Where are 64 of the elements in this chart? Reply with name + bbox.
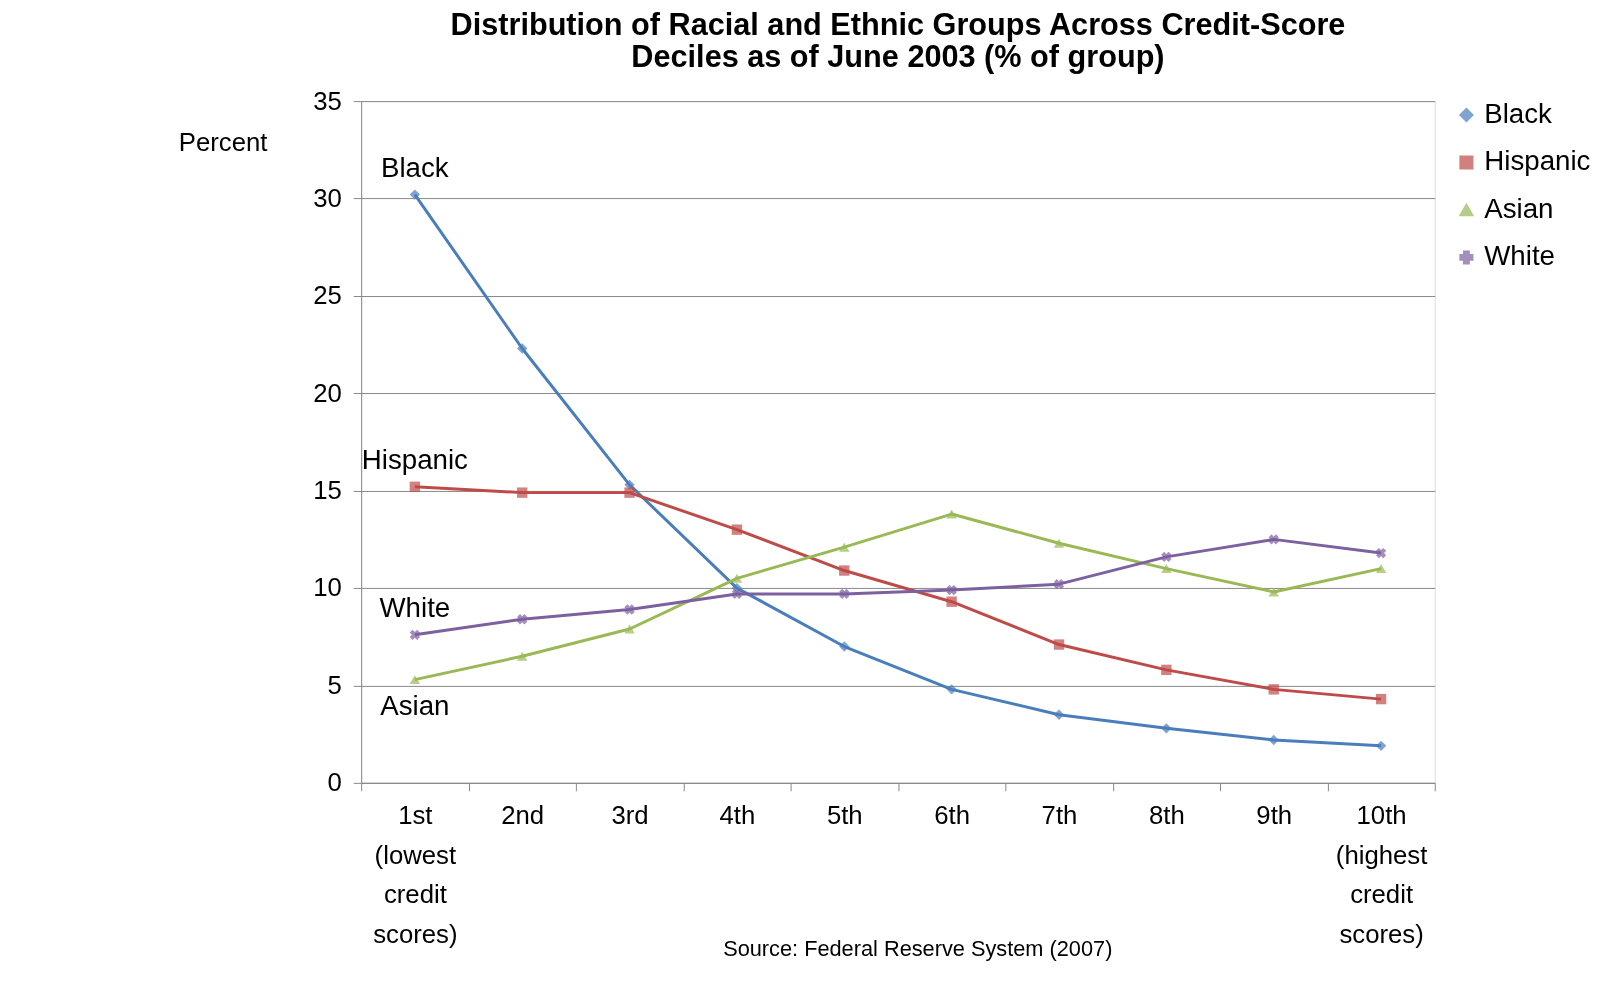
legend-label: Black xyxy=(1484,97,1553,129)
legend-label: Asian xyxy=(1484,192,1554,224)
point xyxy=(409,481,421,492)
point xyxy=(1268,684,1279,695)
point xyxy=(946,596,957,607)
point xyxy=(946,684,957,695)
point xyxy=(1053,579,1065,590)
point xyxy=(624,604,635,615)
legend-label: White xyxy=(1484,240,1556,272)
legend-label: Hispanic xyxy=(1484,145,1591,177)
point xyxy=(946,509,957,519)
x-tick-label: 1st (lowest credit scores) xyxy=(373,800,458,948)
annotation: Hispanic xyxy=(361,443,469,475)
point xyxy=(946,584,957,596)
point xyxy=(517,487,528,498)
y-tick-label: 15 xyxy=(313,476,342,505)
x-tick-label: 5th xyxy=(826,800,863,829)
point xyxy=(1268,534,1279,545)
x-tick-label: 4th xyxy=(719,800,756,829)
annotation: Asian xyxy=(380,690,450,722)
x-tick-label: 10th (highest credit scores) xyxy=(1335,800,1428,948)
y-tick-label: 30 xyxy=(313,183,342,212)
point xyxy=(731,588,743,600)
x-tick-label: 8th xyxy=(1148,800,1185,829)
point xyxy=(409,189,421,200)
point xyxy=(839,542,850,552)
point xyxy=(1375,547,1387,559)
y-axis-title: Percent xyxy=(178,128,268,157)
y-tick-label: 10 xyxy=(313,573,342,602)
point xyxy=(409,629,420,640)
point xyxy=(1161,551,1172,563)
annotation: Black xyxy=(380,151,449,183)
point xyxy=(1268,734,1279,746)
point xyxy=(517,651,528,661)
x-tick-label: 9th xyxy=(1256,800,1293,829)
source-note: Source: Federal Reserve System (2007) xyxy=(723,936,1113,962)
point xyxy=(517,614,528,625)
point xyxy=(409,675,421,685)
x-tick-label: 6th xyxy=(934,800,971,829)
y-tick-label: 25 xyxy=(313,281,342,310)
point xyxy=(1161,664,1172,676)
x-tick-label: 3rd xyxy=(611,800,649,829)
text: Distribution of Racial and Ethnic Groups Across Credit-Score xyxy=(450,6,1346,41)
point xyxy=(624,487,635,498)
point xyxy=(1161,723,1172,734)
y-tick-label: 35 xyxy=(313,86,342,115)
point xyxy=(731,573,743,583)
point xyxy=(731,524,743,535)
point xyxy=(1161,564,1172,574)
y-tick-label: 20 xyxy=(313,378,342,407)
annotation: White xyxy=(379,592,451,624)
point xyxy=(839,641,850,652)
x-tick-label: 7th xyxy=(1041,800,1078,829)
point xyxy=(1053,538,1065,548)
y-tick-label: 0 xyxy=(327,768,342,797)
point xyxy=(1375,564,1387,574)
point xyxy=(839,565,850,576)
point xyxy=(1053,639,1065,650)
point xyxy=(1375,693,1387,705)
y-tick-label: 5 xyxy=(327,670,342,699)
x-tick-label: 2nd xyxy=(501,800,545,829)
point xyxy=(517,343,528,354)
point xyxy=(839,588,850,600)
point xyxy=(1053,709,1065,720)
